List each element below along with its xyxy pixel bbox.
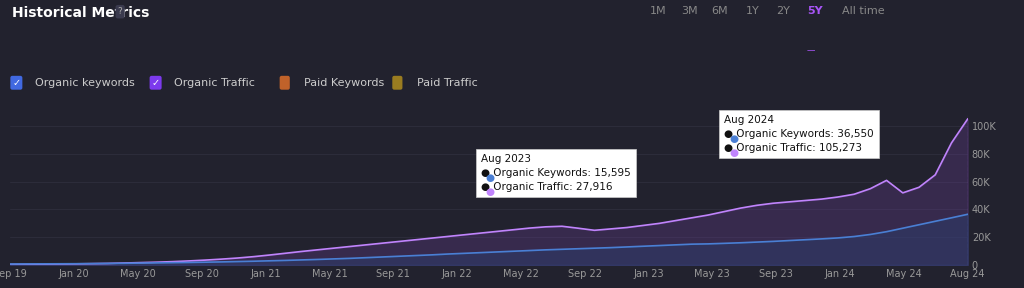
Text: 5Y: 5Y — [807, 6, 822, 16]
Text: ✓: ✓ — [12, 78, 20, 88]
Text: Paid Traffic: Paid Traffic — [417, 78, 477, 88]
Text: 1Y: 1Y — [745, 6, 759, 16]
Text: ●: ● — [729, 149, 738, 158]
Text: Paid Keywords: Paid Keywords — [304, 78, 384, 88]
Text: 1M: 1M — [650, 6, 667, 16]
Text: ●: ● — [485, 173, 495, 183]
Text: ●: ● — [729, 134, 738, 144]
Text: —: — — [807, 46, 815, 55]
Text: Organic keywords: Organic keywords — [35, 78, 134, 88]
Text: Aug 2023
● Organic Keywords: 15,595
● Organic Traffic: 27,916: Aug 2023 ● Organic Keywords: 15,595 ● Or… — [481, 154, 631, 192]
Text: 2Y: 2Y — [776, 6, 791, 16]
Text: All time: All time — [842, 6, 885, 16]
Text: ✓: ✓ — [152, 78, 160, 88]
Text: Aug 2024
● Organic Keywords: 36,550
● Organic Traffic: 105,273: Aug 2024 ● Organic Keywords: 36,550 ● Or… — [724, 115, 873, 153]
Text: 3M: 3M — [681, 6, 697, 16]
Text: ?: ? — [118, 7, 123, 16]
Text: Organic Traffic: Organic Traffic — [174, 78, 255, 88]
Text: Historical Metrics: Historical Metrics — [12, 6, 150, 20]
Text: ●: ● — [485, 187, 495, 197]
Text: 6M: 6M — [712, 6, 728, 16]
